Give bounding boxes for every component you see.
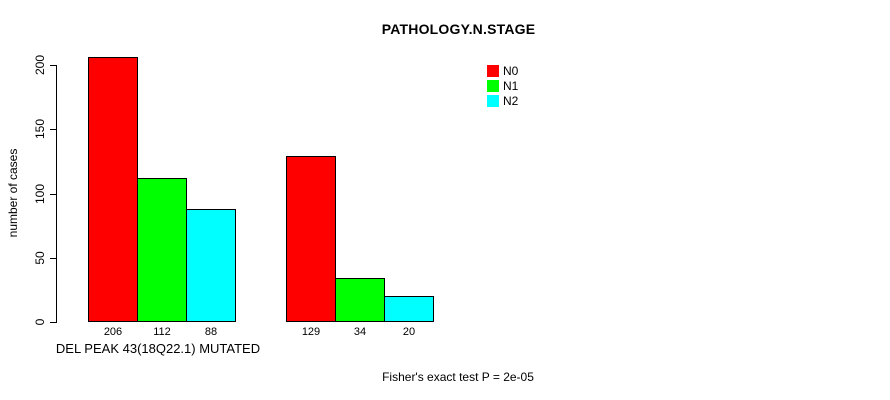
y-tick-label: 200 [33,54,47,76]
legend-row-n1: N1 [487,80,518,92]
legend: N0 N1 N2 [487,65,518,110]
legend-swatch-n1 [487,80,499,92]
bar-n1-group2 [335,278,385,322]
legend-label: N2 [503,94,519,108]
y-tick [50,322,57,323]
legend-row-n0: N0 [487,65,518,77]
bar-n1-group1 [137,178,187,322]
bar-n0-group2 [286,156,336,322]
x-axis-label: DEL PEAK 43(18Q22.1) MUTATED [55,341,261,356]
y-tick-label: 150 [33,118,47,140]
bar-value-label: 206 [103,326,123,338]
y-tick-label: 100 [33,183,47,205]
fisher-test-footnote: Fisher's exact test P = 2e-05 [382,370,534,384]
bar-value-label: 129 [301,326,321,338]
bar-n2-group1 [186,209,236,322]
bar-value-label: 34 [353,326,367,338]
bar-value-label: 88 [204,326,218,338]
bar-n0-group1 [88,57,138,322]
legend-label: N1 [503,79,519,93]
legend-row-n2: N2 [487,95,518,107]
bar-n2-group2 [384,296,434,322]
bar-value-label: 20 [402,326,416,338]
y-tick [50,129,57,130]
chart-title: PATHOLOGY.N.STAGE [381,21,536,37]
y-tick [50,65,57,66]
y-tick-label: 0 [33,318,47,326]
bar-value-label: 112 [153,326,171,338]
y-tick-label: 50 [33,251,47,265]
y-tick [50,258,57,259]
legend-swatch-n2 [487,95,499,107]
legend-swatch-n0 [487,65,499,77]
y-tick [50,194,57,195]
y-axis-title: number of cases [6,148,20,238]
legend-label: N0 [503,64,519,78]
